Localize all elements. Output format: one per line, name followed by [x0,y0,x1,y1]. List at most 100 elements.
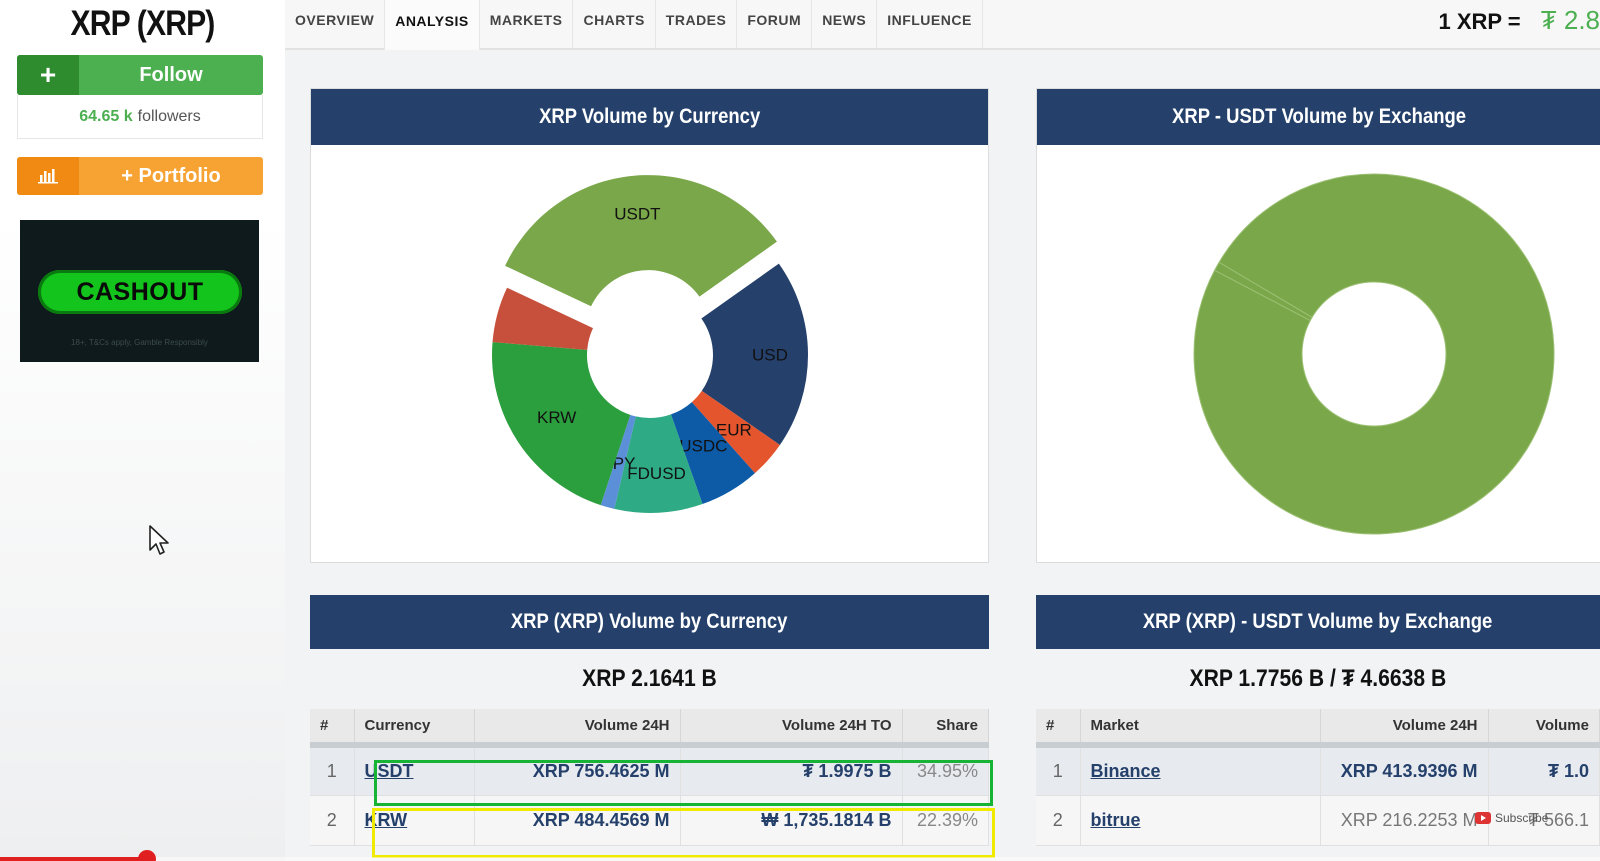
currency-cell: KRW [354,795,475,846]
panel-header: XRP (XRP) Volume by Currency [310,595,989,649]
pie-slice-usd[interactable] [701,263,808,445]
followers-count: 64.65 k followers [17,95,263,139]
tab-markets[interactable]: MARKETS [480,0,574,50]
table-row: 1 USDT XRP 756.4625 M ₮ 1.9975 B 34.95% [310,745,989,796]
follow-button[interactable]: + Follow [17,55,263,95]
cashout-ad-button[interactable]: CASHOUT [38,270,242,314]
currency-total: XRP 2.1641 B [310,649,989,709]
market-cell: Binance [1080,745,1321,796]
table-row: 2 KRW XRP 484.4569 M ₩ 1,735.1814 B 22.3… [310,795,989,846]
exchange-chart-title: XRP - USDT Volume by Exchange [1171,105,1467,128]
exchange-volume-table-panel: XRP (XRP) - USDT Volume by Exchange XRP … [1036,595,1600,861]
youtube-icon [1475,812,1491,824]
volume-cell: XRP 413.9396 M [1320,745,1489,796]
col-volume-to[interactable]: Volume [1488,709,1600,748]
followers-label: followers [137,107,201,125]
pie-slice-jpy[interactable] [600,414,636,509]
price-display: 1 XRP = ₮ 2.8 [1438,5,1600,36]
pie-slice-binance[interactable] [1193,173,1555,535]
currency-volume-table-panel: XRP (XRP) Volume by Currency XRP 2.1641 … [310,595,989,861]
top-nav: OVERVIEW ANALYSIS MARKETS CHARTS TRADES FORUM… [285,0,1600,50]
tab-trades[interactable]: TRADES [656,0,738,50]
pie-label-usdc: USDC [679,436,727,455]
mouse-cursor-icon [148,524,172,563]
video-progress-knob[interactable] [138,850,157,861]
exchange-total-value: XRP 1.7756 B / ₮ 4.6638 B [1189,665,1447,692]
share-cell: 34.95% [902,745,989,796]
col-index[interactable]: # [1036,709,1081,748]
video-progress-bar[interactable] [0,850,1600,861]
currency-link[interactable]: USDT [364,760,414,781]
panel-header: XRP - USDT Volume by Exchange [1037,89,1600,145]
pie-label-usd: USD [752,345,788,364]
pie-slice-other[interactable] [492,287,593,350]
volume-cell: XRP 756.4625 M [474,745,681,796]
tab-forum[interactable]: FORUM [737,0,813,50]
pie-slice-eur[interactable] [691,390,780,474]
add-portfolio-button[interactable]: + Portfolio [17,157,263,195]
volume-to-cell: ₩ 1,735.1814 B [680,795,903,846]
subscribe-label: Subscribe [1495,811,1549,825]
pie-slice-usdt[interactable] [505,175,777,307]
row-index: 2 [310,795,355,846]
col-volume[interactable]: Volume 24H [1320,709,1489,748]
pie-label-krw: KRW [537,408,576,427]
row-index: 2 [1036,795,1081,846]
tab-news[interactable]: NEWS [812,0,878,50]
currency-link[interactable]: KRW [364,809,408,830]
row-index: 1 [1036,745,1081,796]
sidebar: XRP (XRP) + Follow 64.65 k followers + P… [0,0,285,861]
pie-slice-bitrue[interactable] [1213,261,1313,322]
subscribe-watermark[interactable]: Subscribe [1475,811,1548,825]
panel-header: XRP (XRP) - USDT Volume by Exchange [1036,595,1600,649]
portfolio-label: + Portfolio [121,164,221,187]
currency-total-value: XRP 2.1641 B [582,665,717,692]
ad-fine-print: 18+, T&Cs apply, Gamble Responsibly [71,338,208,347]
market-link[interactable]: Binance [1090,760,1161,781]
col-index[interactable]: # [310,709,355,748]
tab-analysis[interactable]: ANALYSIS [385,0,480,50]
tab-influence[interactable]: INFLUENCE [877,0,983,50]
col-volume[interactable]: Volume 24H [474,709,681,748]
follow-label: Follow [139,63,203,86]
col-volume-to[interactable]: Volume 24H TO [680,709,903,748]
table-row: 2 bitrue XRP 216.2253 M ₮ 566.1 [1036,795,1600,846]
pie-slice-fdusd[interactable] [614,414,703,513]
pie-label-fdusd: FDUSD [627,464,686,483]
row-index: 1 [310,745,355,796]
volume-cell: XRP 484.4569 M [474,795,681,846]
nav-tabs: OVERVIEW ANALYSIS MARKETS CHARTS TRADES FORUM… [285,0,983,50]
coin-title: XRP (XRP) [70,4,216,43]
currency-volume-chart-panel: XRP Volume by Currency USDT USD EUR USDC FDU… [310,88,989,563]
market-link[interactable]: bitrue [1090,809,1141,830]
volume-cell: XRP 216.2253 M [1320,795,1489,846]
ad-banner[interactable]: CASHOUT 18+, T&Cs apply, Gamble Responsi… [20,220,259,362]
exchange-donut-chart [1193,173,1555,535]
currency-cell: USDT [354,745,475,796]
video-progress-fill [0,857,148,861]
table-row: 1 Binance XRP 413.9396 M ₮ 1.0 [1036,745,1600,796]
exchange-table-title: XRP (XRP) - USDT Volume by Exchange [1143,610,1493,633]
currency-table: # Currency Volume 24H Volume 24H TO Shar… [310,709,989,846]
followers-number: 64.65 k [79,107,133,125]
exchange-volume-chart-panel: XRP - USDT Volume by Exchange [1036,88,1600,563]
volume-to-cell: ₮ 566.1 [1488,795,1600,846]
pie-label-usdt: USDT [614,205,660,224]
exchange-table: # Market Volume 24H Volume 1 Binance XRP… [1036,709,1600,846]
pie-slice-usdc[interactable] [670,402,755,505]
tab-overview[interactable]: OVERVIEW [285,0,386,50]
market-cell: bitrue [1080,795,1321,846]
currency-chart-title: XRP Volume by Currency [538,105,761,128]
pie-label-eur: EUR [716,420,752,439]
col-share[interactable]: Share [902,709,989,748]
tab-charts[interactable]: CHARTS [573,0,656,50]
volume-to-cell: ₮ 1.0 [1488,745,1600,796]
price-label: 1 XRP = [1438,9,1521,34]
pie-slice-krw[interactable] [492,342,631,506]
price-value: ₮ 2.8 [1540,5,1600,35]
col-currency[interactable]: Currency [354,709,475,748]
share-cell: 22.39% [902,795,989,846]
bar-chart-icon [17,157,79,195]
col-market[interactable]: Market [1080,709,1321,748]
